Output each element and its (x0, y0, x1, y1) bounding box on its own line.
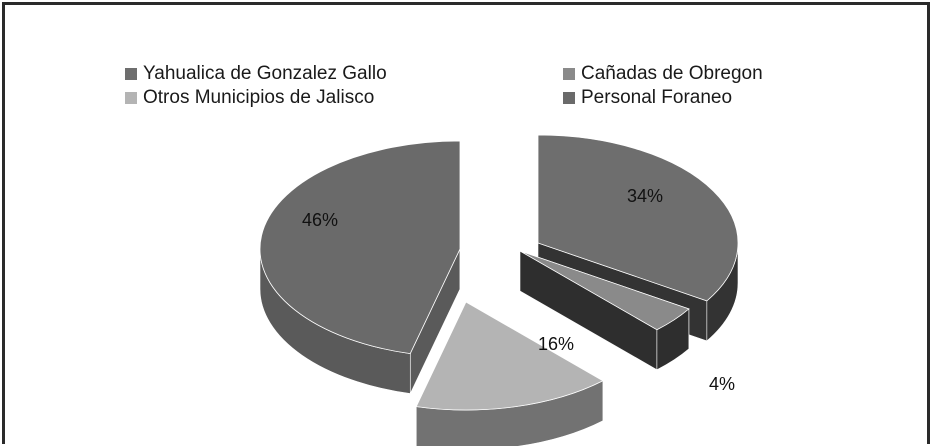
legend-label-otros: Otros Municipios de Jalisco (143, 87, 375, 108)
legend-swatch-yahualica (125, 68, 137, 80)
legend-label-yahualica: Yahualica de Gonzalez Gallo (143, 63, 387, 84)
pie-slice-canadas (519, 250, 690, 371)
legend-label-canadas: Cañadas de Obregon (581, 63, 763, 84)
legend-label-foraneo: Personal Foraneo (581, 87, 733, 108)
pie-slice-top-foraneo (259, 140, 461, 355)
legend-item-canadas: Cañadas de Obregon (563, 63, 763, 85)
legend-item-otros: Otros Municipios de Jalisco (125, 87, 374, 109)
pie-slice-top-canadas (519, 250, 690, 331)
legend-item-foraneo: Personal Foraneo (563, 87, 732, 109)
data-label-otros: 16% (538, 334, 574, 354)
data-label-canadas: 4% (709, 374, 735, 394)
legend-swatch-canadas (563, 68, 575, 80)
pie-slice-foraneo (259, 140, 461, 394)
legend-item-yahualica: Yahualica de Gonzalez Gallo (125, 63, 387, 85)
data-label-foraneo: 46% (302, 210, 338, 230)
pie-slice-otros (415, 301, 604, 446)
legend-swatch-otros (125, 92, 137, 104)
pie-slice-top-yahualica (537, 134, 739, 302)
legend-swatch-foraneo (563, 92, 575, 104)
pie-slice-top-otros (415, 301, 604, 411)
data-label-yahualica: 34% (627, 186, 663, 206)
